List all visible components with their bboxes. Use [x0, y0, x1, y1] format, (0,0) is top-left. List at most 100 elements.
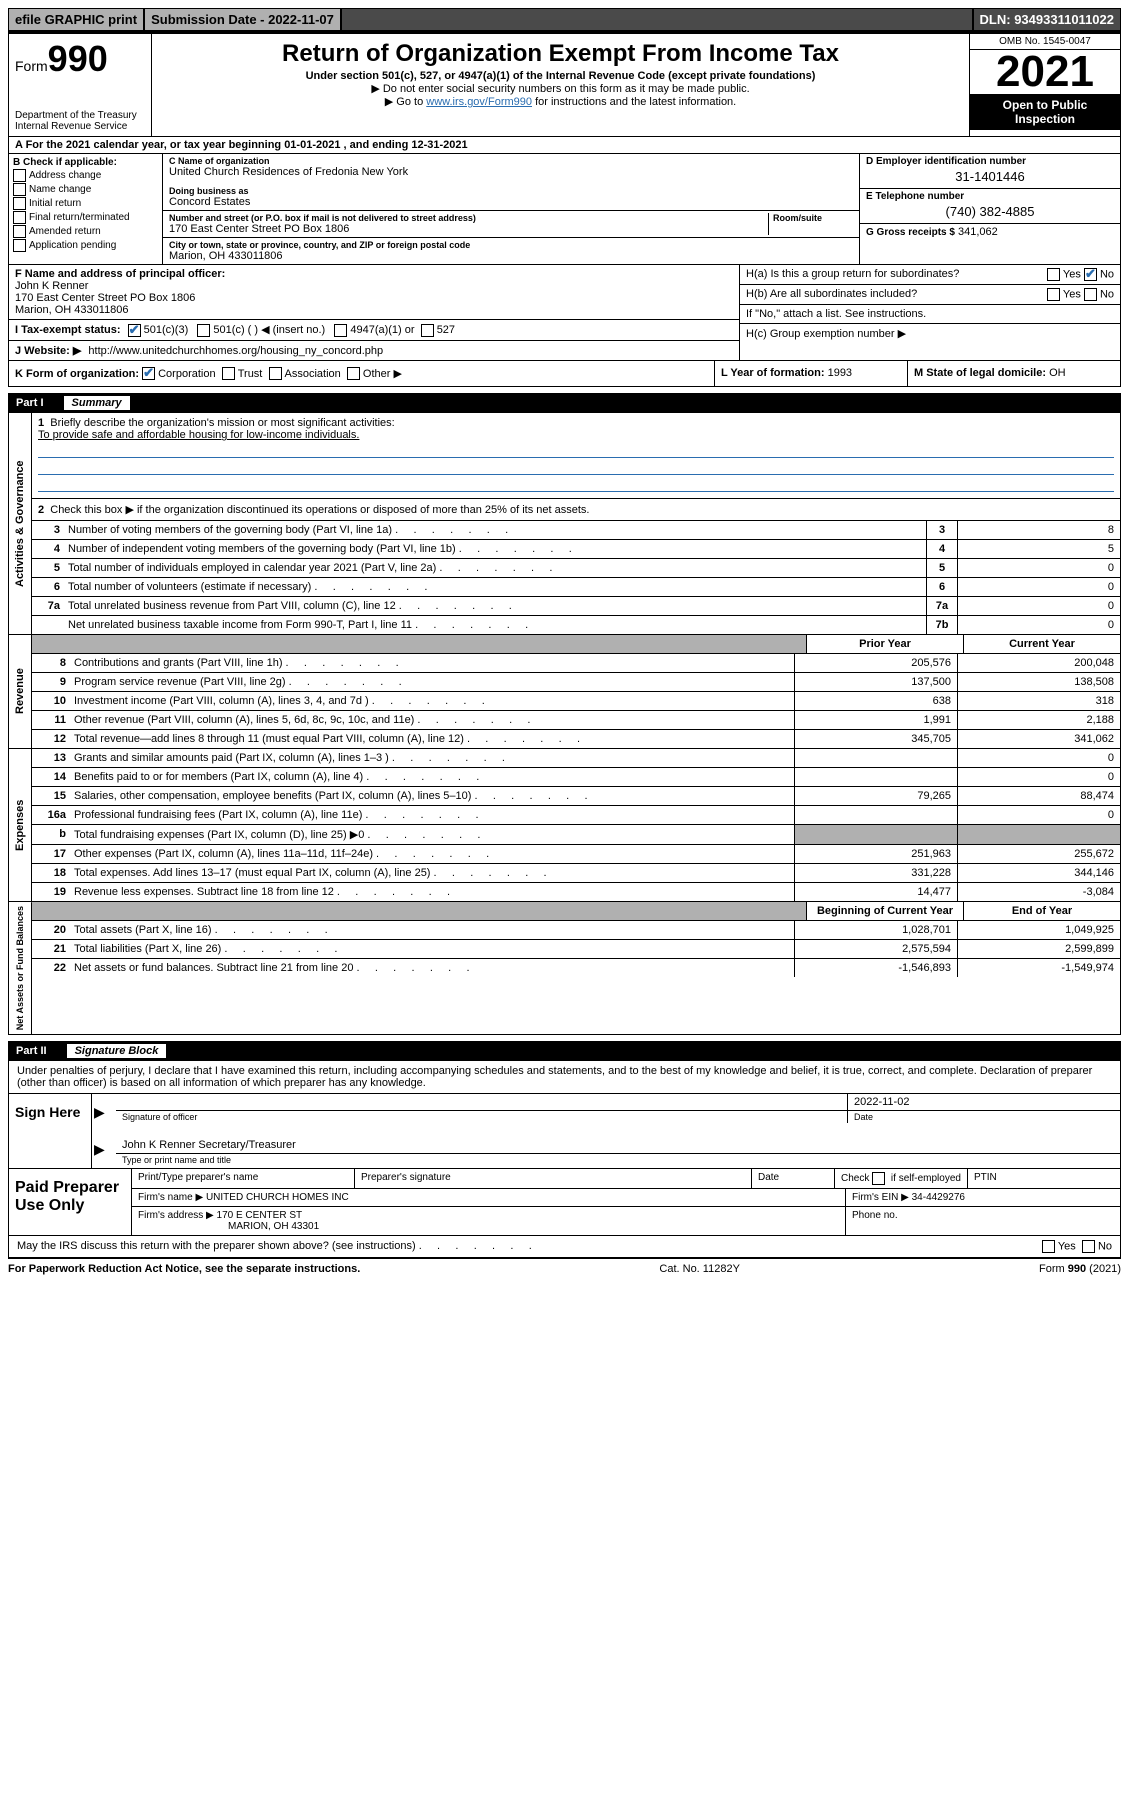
open-public-badge: Open to Public Inspection — [970, 94, 1120, 130]
chk-other[interactable] — [347, 367, 360, 380]
row-i: I Tax-exempt status: 501(c)(3) 501(c) ( … — [9, 320, 739, 341]
room-lbl: Room/suite — [773, 213, 853, 223]
box-c-wrapper: C Name of organization United Church Res… — [163, 154, 1120, 264]
opt-4947: 4947(a)(1) or — [350, 324, 414, 336]
chk-application-pending[interactable]: Application pending — [13, 239, 158, 252]
q1: 1 Briefly describe the organization's mi… — [32, 413, 1120, 499]
form-prefix: Form — [15, 58, 48, 74]
officer-name: John K Renner Secretary/Treasurer — [116, 1131, 1120, 1154]
chk-address-change[interactable]: Address change — [13, 169, 158, 182]
hb-yes[interactable] — [1047, 288, 1060, 301]
fin-row: 14Benefits paid to or for members (Part … — [32, 768, 1120, 787]
firm-name-row: Firm's name ▶ UNITED CHURCH HOMES INC Fi… — [132, 1189, 1120, 1207]
chk-4947[interactable] — [334, 324, 347, 337]
net-section: Net Assets or Fund Balances Beginning of… — [9, 902, 1120, 1034]
summary-body: Activities & Governance 1 Briefly descri… — [8, 413, 1121, 1035]
ha-no[interactable] — [1084, 268, 1097, 281]
tax-year: 2021 — [970, 50, 1120, 94]
dba-name: Concord Estates — [169, 196, 853, 208]
f-name: John K Renner — [15, 280, 733, 292]
fin-row: 18Total expenses. Add lines 13–17 (must … — [32, 864, 1120, 883]
instructions-link[interactable]: www.irs.gov/Form990 — [426, 96, 532, 108]
submission-date[interactable]: Submission Date - 2022-11-07 — [144, 8, 341, 31]
prior-year-hdr: Prior Year — [806, 635, 963, 653]
part1-num: Part I — [16, 397, 44, 409]
discuss-yes[interactable] — [1042, 1240, 1055, 1253]
prep-h1: Print/Type preparer's name — [132, 1169, 355, 1188]
row-k: K Form of organization: Corporation Trus… — [9, 361, 715, 387]
sig-date-lbl: Date — [847, 1111, 1120, 1123]
form-header: Form990 Department of the Treasury Inter… — [8, 33, 1121, 137]
gov-row: 7aTotal unrelated business revenue from … — [32, 597, 1120, 616]
begin-year-hdr: Beginning of Current Year — [806, 902, 963, 920]
chk-corp[interactable] — [142, 367, 155, 380]
chk-final-return[interactable]: Final return/terminated — [13, 211, 158, 224]
top-bar: efile GRAPHIC print Submission Date - 20… — [8, 8, 1121, 33]
chk-assoc[interactable] — [269, 367, 282, 380]
opt-527: 527 — [437, 324, 455, 336]
box-f: F Name and address of principal officer:… — [9, 265, 739, 320]
row-klm: K Form of organization: Corporation Trus… — [8, 361, 1121, 388]
dept-treasury: Department of the Treasury — [15, 110, 145, 121]
city-val: Marion, OH 433011806 — [169, 250, 853, 262]
prep-phone-lbl: Phone no. — [846, 1207, 1120, 1235]
note-instructions: ▶ Go to www.irs.gov/Form990 for instruct… — [158, 95, 963, 108]
firm-addr-lbl: Firm's address ▶ — [138, 1210, 214, 1221]
row-l: L Year of formation: 1993 — [715, 361, 908, 387]
type-name-lbl: Type or print name and title — [116, 1154, 1120, 1166]
discuss-text: May the IRS discuss this return with the… — [17, 1240, 1042, 1253]
row-fh: F Name and address of principal officer:… — [8, 265, 1121, 361]
opt-corp: Corporation — [158, 368, 215, 380]
q1-text: Briefly describe the organization's miss… — [50, 417, 394, 429]
gov-row: 3Number of voting members of the governi… — [32, 521, 1120, 540]
discuss-no[interactable] — [1082, 1240, 1095, 1253]
expenses-section: Expenses 13Grants and similar amounts pa… — [9, 749, 1120, 902]
street-row: Number and street (or P.O. box if mail i… — [163, 211, 859, 238]
part2-title: Signature Block — [67, 1044, 167, 1058]
chk-self-employed[interactable] — [872, 1172, 885, 1185]
irs-label: Internal Revenue Service — [15, 121, 145, 132]
dln-label: DLN: 93493311011022 — [973, 8, 1121, 31]
f-addr2: Marion, OH 433011806 — [15, 304, 733, 316]
k-lbl: K Form of organization: — [15, 368, 139, 380]
firm-ein-lbl: Firm's EIN ▶ — [852, 1192, 909, 1203]
prep-h4: Check if self-employed — [835, 1169, 968, 1188]
opt-other: Other ▶ — [363, 368, 402, 380]
note2-post: for instructions and the latest informat… — [532, 96, 736, 108]
box-h: H(a) Is this a group return for subordin… — [740, 265, 1120, 360]
chk-initial-return[interactable]: Initial return — [13, 197, 158, 210]
firm-addr-row: Firm's address ▶ 170 E CENTER ST MARION,… — [132, 1207, 1120, 1235]
phone-lbl: E Telephone number — [866, 191, 1114, 202]
firm-addr2: MARION, OH 43301 — [138, 1221, 839, 1232]
chk-501c3[interactable] — [128, 324, 141, 337]
efile-label[interactable]: efile GRAPHIC print — [8, 8, 144, 31]
box-b-title: B Check if applicable: — [13, 157, 158, 168]
jurat-text: Under penalties of perjury, I declare th… — [9, 1061, 1120, 1093]
gross-val: 341,062 — [958, 226, 998, 238]
form-990: 990 — [48, 38, 108, 79]
phone-row: E Telephone number (740) 382-4885 — [860, 189, 1120, 224]
dba-lbl: Doing business as — [169, 186, 853, 196]
j-lbl: J Website: ▶ — [15, 345, 81, 357]
chk-501c[interactable] — [197, 324, 210, 337]
rev-hdr: Prior Year Current Year — [32, 635, 1120, 654]
q2-text: Check this box ▶ if the organization dis… — [50, 504, 589, 516]
side-expenses: Expenses — [9, 749, 32, 901]
side-governance: Activities & Governance — [9, 413, 32, 634]
chk-trust[interactable] — [222, 367, 235, 380]
chk-name-change[interactable]: Name change — [13, 183, 158, 196]
sign-here-label: Sign Here — [9, 1094, 92, 1168]
website-val: http://www.unitedchurchhomes.org/housing… — [88, 345, 383, 357]
fin-row: 8Contributions and grants (Part VIII, li… — [32, 654, 1120, 673]
chk-527[interactable] — [421, 324, 434, 337]
chk-amended-return[interactable]: Amended return — [13, 225, 158, 238]
phone-val: (740) 382-4885 — [866, 202, 1114, 221]
row-a-tax-year: A For the 2021 calendar year, or tax yea… — [8, 137, 1121, 154]
ha-yes[interactable] — [1047, 268, 1060, 281]
h-c: H(c) Group exemption number ▶ — [740, 324, 1120, 343]
hb-no[interactable] — [1084, 288, 1097, 301]
revenue-section: Revenue Prior Year Current Year 8Contrib… — [9, 635, 1120, 749]
prep-hdr-row: Print/Type preparer's name Preparer's si… — [132, 1169, 1120, 1189]
side-revenue: Revenue — [9, 635, 32, 748]
current-year-hdr: Current Year — [963, 635, 1120, 653]
